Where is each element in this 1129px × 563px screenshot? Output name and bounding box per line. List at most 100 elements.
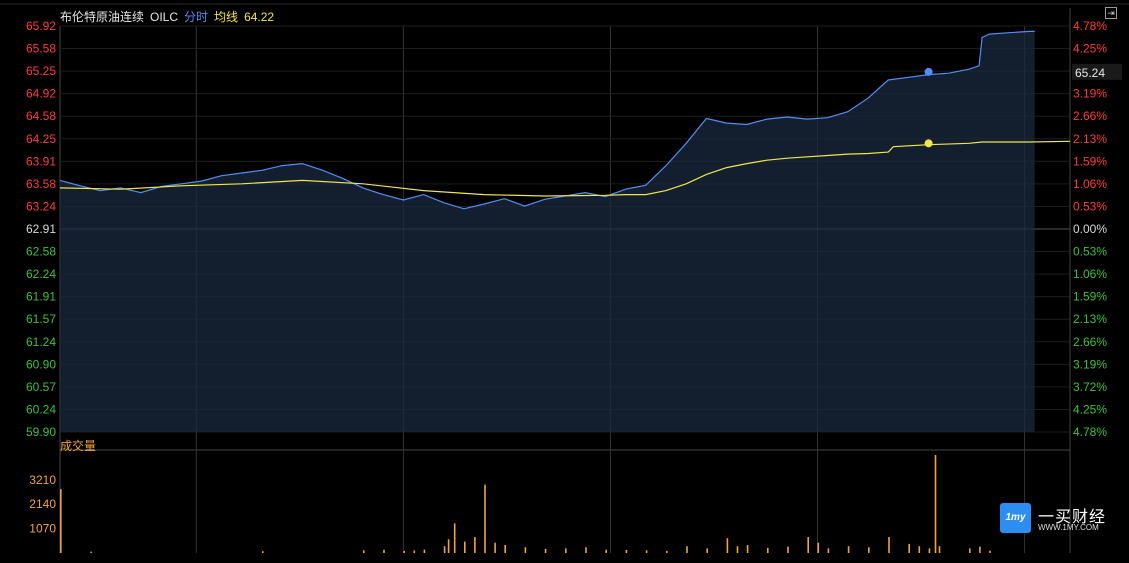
avg-marker bbox=[924, 139, 933, 148]
price-tick-4: 64.58 bbox=[26, 109, 56, 123]
volume-bar-44 bbox=[989, 550, 991, 553]
pct-tick-5: 2.13% bbox=[1073, 132, 1107, 146]
volume-bar-33 bbox=[827, 548, 830, 553]
pct-tick-14: 2.66% bbox=[1073, 335, 1107, 349]
volume-bar-37 bbox=[908, 543, 910, 553]
volume-bar-4 bbox=[383, 549, 385, 553]
price-tick-6: 63.91 bbox=[26, 154, 56, 168]
volume-bar-3 bbox=[363, 550, 365, 553]
pct-tick-15: 3.19% bbox=[1073, 357, 1107, 371]
volume-bar-29 bbox=[767, 548, 769, 553]
pct-tick-12: 1.59% bbox=[1073, 290, 1107, 304]
price-tick-9: 62.91 bbox=[26, 222, 56, 236]
volume-title: 成交量 bbox=[60, 439, 97, 453]
volume-bar-40 bbox=[934, 455, 937, 553]
brand-logo: 1my 一买财经 WWW.1MY.COM bbox=[1000, 503, 1120, 533]
volume-bar-26 bbox=[726, 538, 729, 553]
price-tick-17: 60.24 bbox=[26, 402, 56, 416]
price-tick-13: 61.57 bbox=[26, 312, 56, 326]
volume-bar-0 bbox=[60, 489, 62, 553]
price-tick-12: 61.91 bbox=[26, 290, 56, 304]
pct-tick-1: 4.25% bbox=[1073, 42, 1107, 56]
price-tick-1: 65.58 bbox=[26, 42, 56, 56]
volume-bar-34 bbox=[847, 546, 850, 553]
volume-bar-17 bbox=[544, 548, 547, 553]
pct-tick-11: 1.06% bbox=[1073, 267, 1107, 281]
volume-bar-28 bbox=[746, 545, 749, 553]
expand-icon[interactable]: ⇥ bbox=[1105, 7, 1117, 19]
volume-bar-12 bbox=[474, 537, 476, 553]
instrument-name: 布伦特原油连续 bbox=[60, 10, 145, 24]
volume-bar-23 bbox=[666, 550, 668, 553]
pct-tick-6: 1.59% bbox=[1073, 154, 1107, 168]
price-tick-16: 60.57 bbox=[26, 380, 56, 394]
logo-name: 一买财经 bbox=[1038, 509, 1107, 526]
volume-bar-16 bbox=[524, 547, 527, 553]
pct-tick-18: 4.78% bbox=[1073, 425, 1107, 439]
pct-tick-3: 3.19% bbox=[1073, 87, 1107, 101]
pct-tick-17: 4.25% bbox=[1073, 402, 1107, 416]
volume-tick-0: 3210 bbox=[29, 473, 56, 487]
pct-tick-0: 4.78% bbox=[1073, 19, 1107, 33]
price-tick-14: 61.24 bbox=[26, 335, 56, 349]
volume-bar-9 bbox=[447, 539, 450, 553]
pct-tick-9: 0.00% bbox=[1073, 222, 1107, 236]
price-area bbox=[60, 31, 1035, 433]
volume-bar-41 bbox=[938, 546, 941, 553]
volume-bar-35 bbox=[868, 547, 870, 553]
volume-bar-5 bbox=[403, 550, 405, 553]
price-tick-7: 63.58 bbox=[26, 177, 56, 191]
volume-bar-1 bbox=[90, 551, 92, 553]
volume-bar-7 bbox=[423, 549, 426, 553]
pct-tick-16: 3.72% bbox=[1073, 380, 1107, 394]
price-tick-15: 60.90 bbox=[26, 357, 56, 371]
volume-bar-30 bbox=[787, 546, 789, 553]
volume-bar-14 bbox=[494, 542, 496, 553]
pct-tick-10: 0.53% bbox=[1073, 245, 1107, 259]
price-line bbox=[59, 30, 1035, 210]
volume-bar-10 bbox=[453, 523, 456, 553]
last-price-tag-bg bbox=[1072, 63, 1122, 80]
volume-bar-15 bbox=[504, 545, 506, 553]
mode-label[interactable]: 分时 bbox=[184, 10, 209, 24]
volume-tick-1: 2140 bbox=[29, 497, 56, 511]
price-tick-11: 62.24 bbox=[26, 267, 56, 281]
price-tick-18: 59.90 bbox=[26, 425, 56, 439]
avg-line bbox=[59, 140, 1071, 197]
volume-bar-20 bbox=[605, 549, 607, 553]
volume-bar-6 bbox=[413, 550, 416, 553]
pct-tick-7: 1.06% bbox=[1073, 177, 1107, 191]
volume-bar-31 bbox=[807, 537, 809, 553]
pct-tick-13: 2.13% bbox=[1073, 312, 1107, 326]
volume-bar-32 bbox=[817, 542, 820, 553]
volume-bar-36 bbox=[888, 537, 890, 553]
volume-bar-21 bbox=[625, 550, 628, 553]
pct-tick-4: 2.66% bbox=[1073, 109, 1107, 123]
volume-bar-43 bbox=[979, 546, 981, 553]
last-price-tag: 65.24 bbox=[1075, 66, 1105, 80]
volume-bar-22 bbox=[645, 550, 648, 553]
logo-url: WWW.1MY.COM bbox=[1038, 523, 1099, 532]
volume-bar-18 bbox=[565, 548, 567, 553]
volume-bar-25 bbox=[706, 548, 708, 553]
price-tick-3: 64.92 bbox=[26, 87, 56, 101]
logo-badge-icon: 1my bbox=[1000, 503, 1031, 533]
volume-bar-11 bbox=[464, 541, 466, 553]
avg-line-label: 均线 bbox=[214, 10, 239, 24]
instrument-code: OILC bbox=[150, 10, 179, 24]
chart-header: 布伦特原油连续 OILC 分时 均线 64.22 bbox=[60, 8, 280, 24]
last-price-marker bbox=[924, 67, 933, 76]
volume-tick-2: 1070 bbox=[29, 522, 56, 536]
volume-bar-42 bbox=[969, 548, 971, 553]
price-tick-10: 62.58 bbox=[26, 245, 56, 259]
volume-bar-2 bbox=[262, 551, 264, 553]
volume-bar-24 bbox=[686, 546, 688, 553]
volume-bar-27 bbox=[736, 546, 739, 553]
volume-bar-19 bbox=[585, 547, 587, 553]
price-tick-8: 63.24 bbox=[26, 199, 56, 213]
price-tick-2: 65.25 bbox=[26, 64, 56, 78]
avg-line-value: 64.22 bbox=[244, 10, 275, 24]
pct-tick-8: 0.53% bbox=[1073, 199, 1107, 213]
